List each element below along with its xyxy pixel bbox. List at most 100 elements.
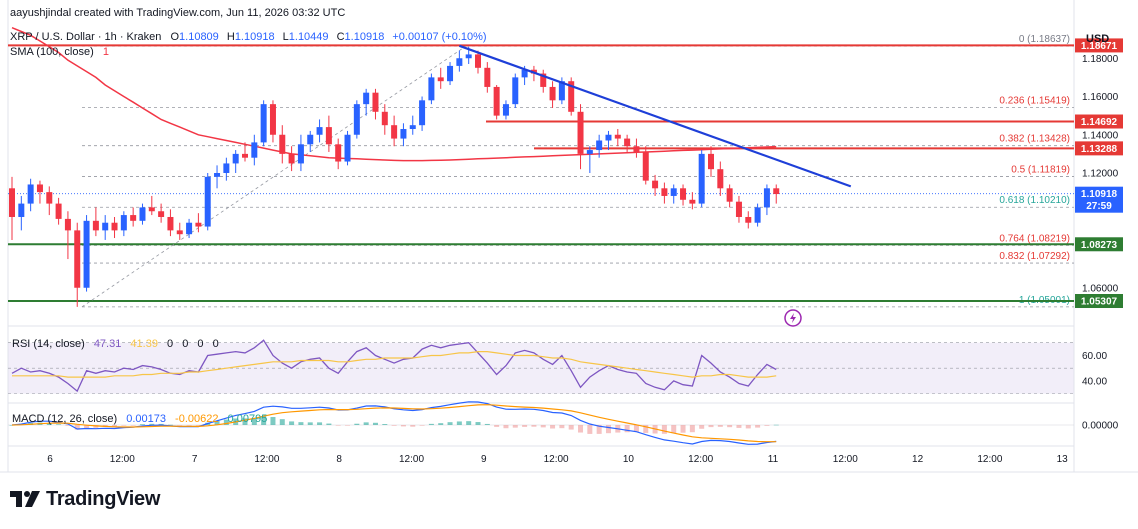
macd-legend[interactable]: MACD (12, 26, close) 0.00173 -0.00622 0.… bbox=[12, 413, 267, 425]
candle-30 bbox=[288, 146, 295, 172]
candle-52 bbox=[493, 85, 500, 120]
macd-hist-bar bbox=[745, 425, 751, 429]
candle-20 bbox=[195, 213, 202, 233]
time-tick-12: 12 bbox=[912, 454, 924, 465]
candle-81 bbox=[763, 184, 770, 216]
candle-body bbox=[232, 153, 239, 164]
macd-hist-bar bbox=[503, 425, 509, 429]
trendline-group[interactable] bbox=[458, 44, 852, 188]
candle-13 bbox=[130, 207, 137, 227]
macd-hist-bar bbox=[596, 425, 602, 434]
time-tick-14: 13 bbox=[1057, 454, 1069, 465]
time-tick-8: 10 bbox=[623, 454, 635, 465]
candle-body bbox=[689, 199, 696, 204]
macd-hist-bar bbox=[177, 425, 183, 426]
candle-14 bbox=[139, 203, 146, 225]
macd-hist-bar bbox=[345, 425, 351, 426]
candle-37 bbox=[353, 100, 360, 139]
macd-hist-bar bbox=[727, 425, 733, 428]
candle-body bbox=[381, 111, 388, 126]
time-axis[interactable]: 6 12:00 7 12:00 8 12:00 9 12:00 10 12:00 11 12:00 12… bbox=[47, 454, 1068, 465]
candle-68 bbox=[642, 146, 649, 185]
sma-legend[interactable]: SMA (100, close) 1 bbox=[10, 46, 109, 58]
macd-hist-bar bbox=[708, 425, 714, 428]
macd-hist-bar bbox=[289, 421, 295, 425]
candle-24 bbox=[232, 150, 239, 173]
tradingview-brand[interactable]: TradingView bbox=[10, 487, 160, 511]
candle-body bbox=[176, 230, 183, 235]
lightning-icon[interactable] bbox=[784, 309, 802, 327]
level-badge-text-0: 1.18671 bbox=[1081, 41, 1118, 52]
candle-body bbox=[372, 92, 379, 112]
macd-pane bbox=[8, 401, 1074, 445]
candle-body bbox=[92, 220, 99, 231]
candle-28 bbox=[269, 100, 276, 143]
candle-body bbox=[74, 230, 81, 288]
fib-label-4: 0.618 (1.10210) bbox=[999, 195, 1070, 206]
current-price-badge bbox=[1075, 186, 1123, 213]
macd-hist-bar bbox=[764, 425, 770, 426]
rsi-tick-0: 40.00 bbox=[1082, 376, 1107, 387]
tradingview-logo-icon bbox=[10, 491, 40, 507]
macd-hist-bar bbox=[410, 425, 416, 427]
macd-hist-bar bbox=[671, 425, 677, 434]
candle-16 bbox=[158, 203, 165, 223]
rsi-pane bbox=[8, 339, 1074, 394]
candle-25 bbox=[242, 142, 248, 162]
macd-hist-bar bbox=[755, 425, 761, 428]
candle-body bbox=[130, 215, 137, 221]
time-tick-6: 9 bbox=[481, 454, 487, 465]
candle-body bbox=[186, 222, 193, 235]
macd-hist-bar bbox=[158, 423, 164, 425]
candle-body bbox=[521, 69, 528, 78]
candle-35 bbox=[335, 138, 342, 170]
candle-77 bbox=[726, 184, 733, 208]
candle-57 bbox=[540, 69, 547, 93]
candle-body bbox=[36, 184, 43, 193]
fib-label-2: 0.382 (1.13428) bbox=[999, 134, 1070, 145]
currency-label[interactable]: USD bbox=[1086, 33, 1109, 45]
candle-body bbox=[735, 201, 742, 217]
macd-hist-bar bbox=[717, 425, 723, 427]
fibonacci-levels: 0 (1.18637) 0.236 (1.15419) 0.382 (1.13428… bbox=[82, 34, 1074, 308]
candle-body bbox=[642, 151, 649, 181]
price-axis[interactable]: 1.06000 1.12000 1.14000 1.16000 1.18000 40.00… bbox=[1082, 54, 1119, 432]
candle-7 bbox=[74, 222, 81, 307]
candle-40 bbox=[381, 104, 388, 135]
candle-66 bbox=[624, 134, 631, 152]
time-tick-11: 12:00 bbox=[833, 454, 858, 465]
fib-diagonal bbox=[81, 45, 467, 308]
macd-hist-bar bbox=[363, 422, 369, 425]
candle-5 bbox=[55, 197, 62, 225]
macd-hist-bar bbox=[531, 425, 537, 427]
time-tick-4: 8 bbox=[336, 454, 342, 465]
candle-26 bbox=[251, 134, 258, 166]
candle-body bbox=[633, 146, 640, 152]
candle-body bbox=[279, 134, 286, 154]
candle-2 bbox=[27, 178, 34, 212]
time-tick-0: 6 bbox=[47, 454, 53, 465]
macd-hist-bar bbox=[139, 424, 145, 425]
candle-body bbox=[316, 127, 323, 135]
candle-body bbox=[167, 216, 174, 231]
candle-body bbox=[577, 111, 584, 154]
horizontal-levels[interactable]: 1.18671 1.14692 1.13288 1.08273 1.05307 1.109… bbox=[8, 38, 1123, 309]
macd-hist-bar bbox=[400, 425, 406, 427]
candle-76 bbox=[717, 161, 724, 196]
created-by-text: aayushjindal created with TradingView.co… bbox=[10, 7, 345, 19]
price-tick-0: 1.06000 bbox=[1082, 283, 1119, 294]
candle-body bbox=[614, 134, 621, 139]
macd-hist-bar bbox=[46, 423, 52, 425]
rsi-legend[interactable]: RSI (14, close) 47.31 41.39 0 0 0 0 bbox=[12, 338, 219, 350]
macd-hist-bar bbox=[559, 425, 565, 429]
candle-body bbox=[223, 163, 230, 173]
macd-hist-bar bbox=[456, 421, 462, 425]
macd-hist-bar bbox=[605, 425, 611, 434]
candle-body bbox=[251, 142, 258, 158]
macd-hist-bar bbox=[578, 425, 584, 433]
price-tick-4: 1.18000 bbox=[1082, 54, 1119, 65]
candle-23 bbox=[223, 157, 230, 181]
candle-9 bbox=[92, 207, 99, 237]
